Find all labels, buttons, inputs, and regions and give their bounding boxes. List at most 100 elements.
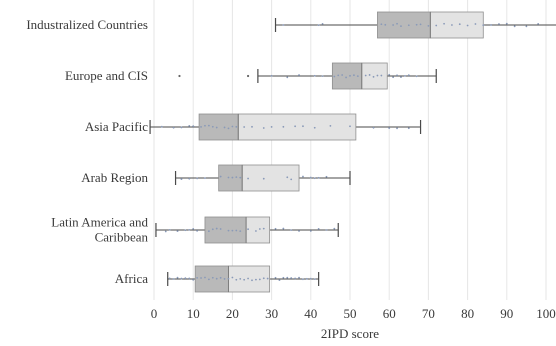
- data-point: [396, 22, 398, 25]
- category-label: Asia Pacific: [85, 119, 148, 134]
- box-upper-half: [429, 11, 484, 39]
- data-point: [231, 229, 234, 232]
- data-point: [274, 227, 277, 230]
- data-point: [407, 74, 410, 77]
- category-label: Arab Region: [81, 170, 148, 185]
- x-tick-label: 50: [344, 306, 357, 321]
- data-point: [270, 125, 273, 128]
- data-point: [313, 74, 316, 77]
- data-point: [200, 277, 202, 279]
- data-point: [282, 125, 285, 128]
- x-tick-label: 80: [461, 306, 474, 321]
- data-point: [215, 126, 218, 129]
- data-point: [219, 228, 222, 230]
- data-point: [231, 125, 234, 128]
- category-label: Caribbean: [95, 230, 149, 245]
- data-point: [211, 276, 214, 279]
- data-point: [294, 277, 297, 280]
- data-point: [419, 23, 422, 26]
- category-group: [274, 11, 556, 39]
- data-point: [498, 23, 500, 25]
- data-point: [262, 177, 265, 180]
- data-point: [164, 230, 167, 233]
- data-point: [286, 176, 289, 179]
- data-point: [380, 74, 383, 77]
- data-point: [219, 175, 222, 178]
- data-point: [266, 277, 269, 280]
- data-point: [204, 276, 206, 279]
- data-point: [168, 277, 171, 280]
- data-point: [282, 276, 285, 279]
- data-point: [317, 228, 320, 230]
- data-point: [513, 25, 516, 28]
- box-lower-half: [218, 164, 243, 192]
- data-point: [325, 229, 328, 231]
- data-point: [180, 126, 183, 129]
- data-point: [278, 279, 281, 282]
- data-point: [537, 22, 540, 25]
- data-point: [427, 24, 430, 27]
- x-tick-label: 10: [187, 306, 200, 321]
- data-point: [298, 230, 300, 232]
- data-point: [435, 24, 438, 27]
- data-point: [258, 278, 261, 281]
- data-point: [192, 278, 195, 281]
- box-lower-half: [194, 265, 229, 293]
- data-point: [188, 177, 191, 180]
- data-point: [313, 177, 316, 180]
- data-point: [247, 277, 249, 280]
- data-point: [321, 22, 324, 25]
- data-point: [180, 178, 183, 180]
- data-point: [313, 126, 316, 129]
- data-point: [290, 277, 293, 279]
- x-tick-label: 60: [383, 306, 396, 321]
- box-upper-half: [241, 164, 300, 192]
- x-tick-label: 0: [151, 306, 158, 321]
- data-point: [525, 25, 528, 28]
- data-point: [227, 176, 230, 179]
- data-point: [251, 125, 253, 128]
- data-point: [184, 277, 187, 280]
- box-lower-half: [331, 62, 363, 90]
- data-point: [215, 227, 218, 230]
- outlier-point: [246, 74, 250, 78]
- x-tick-label: 70: [422, 306, 435, 321]
- data-point: [298, 74, 300, 76]
- data-point: [372, 126, 375, 129]
- data-point: [333, 75, 336, 78]
- data-point: [313, 278, 316, 281]
- data-point: [321, 75, 324, 78]
- data-point: [262, 227, 265, 230]
- data-point: [160, 125, 163, 128]
- data-point: [298, 276, 300, 279]
- data-point: [309, 277, 312, 280]
- data-point: [215, 277, 218, 280]
- x-tick-label: 20: [226, 306, 239, 321]
- data-point: [302, 278, 304, 281]
- category-label: Africa: [115, 271, 148, 286]
- data-point: [200, 125, 202, 128]
- data-point: [349, 125, 351, 128]
- data-point: [255, 278, 257, 281]
- data-point: [294, 125, 297, 128]
- data-point: [333, 227, 336, 230]
- data-point: [388, 73, 391, 76]
- box-upper-half: [245, 216, 271, 244]
- data-point: [204, 124, 206, 127]
- data-point: [384, 23, 387, 26]
- data-point: [305, 277, 308, 280]
- box-lower-half: [204, 216, 247, 244]
- data-point: [400, 76, 402, 79]
- data-point: [317, 24, 320, 27]
- data-point: [396, 127, 398, 130]
- data-point: [196, 277, 199, 279]
- data-point: [258, 228, 261, 230]
- data-point: [176, 230, 179, 233]
- data-point: [184, 229, 187, 232]
- data-point: [325, 175, 328, 178]
- data-point: [243, 278, 246, 281]
- category-group: [174, 164, 351, 192]
- x-tick-label: 100: [536, 306, 556, 321]
- data-point: [329, 124, 332, 127]
